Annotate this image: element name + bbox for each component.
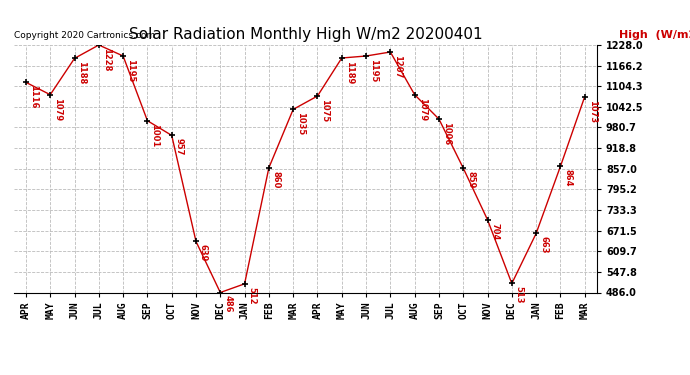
Text: 663: 663 <box>539 236 548 254</box>
Text: 1188: 1188 <box>77 61 86 84</box>
Text: 704: 704 <box>491 223 500 240</box>
Text: 1075: 1075 <box>320 99 329 122</box>
Title: Solar Radiation Monthly High W/m2 20200401: Solar Radiation Monthly High W/m2 202004… <box>128 27 482 42</box>
Text: 1207: 1207 <box>393 55 402 78</box>
Text: 957: 957 <box>175 138 184 156</box>
Text: 1195: 1195 <box>126 59 135 82</box>
Text: High  (W/m2): High (W/m2) <box>620 30 690 40</box>
Text: 1073: 1073 <box>588 100 597 123</box>
Text: 1079: 1079 <box>53 98 62 121</box>
Text: 1035: 1035 <box>296 112 305 136</box>
Text: 1006: 1006 <box>442 122 451 145</box>
Text: 859: 859 <box>466 171 475 188</box>
Text: 1228: 1228 <box>101 48 110 71</box>
Text: Copyright 2020 Cartronics.com: Copyright 2020 Cartronics.com <box>14 31 155 40</box>
Text: 1189: 1189 <box>345 61 354 84</box>
Text: 1001: 1001 <box>150 124 159 147</box>
Text: 864: 864 <box>563 170 572 187</box>
Text: 1195: 1195 <box>369 59 378 82</box>
Text: 1116: 1116 <box>29 86 38 109</box>
Text: 860: 860 <box>272 171 281 188</box>
Text: 1079: 1079 <box>417 98 426 121</box>
Text: 486: 486 <box>223 296 233 313</box>
Text: 513: 513 <box>515 286 524 304</box>
Text: 512: 512 <box>248 287 257 304</box>
Text: 639: 639 <box>199 244 208 262</box>
